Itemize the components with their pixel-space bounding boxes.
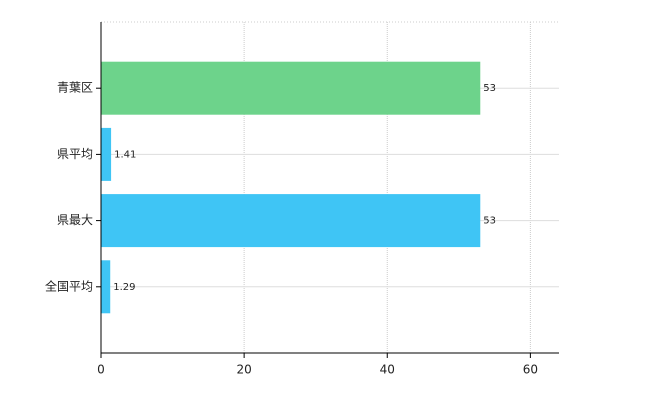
- value-label: 53: [483, 216, 496, 227]
- value-label: 1.29: [113, 282, 135, 293]
- y-tick-label: 全国平均: [45, 278, 93, 293]
- y-tick-label: 県最大: [57, 213, 93, 227]
- bar: [101, 260, 111, 314]
- y-tick-label: 県平均: [57, 147, 93, 161]
- x-tick-label: 60: [523, 363, 538, 377]
- value-label: 53: [483, 83, 496, 94]
- bar: [101, 61, 481, 115]
- x-tick-label: 20: [236, 363, 251, 377]
- x-tick-label: 0: [97, 363, 105, 377]
- value-label: 1.41: [114, 149, 136, 160]
- bar: [101, 194, 481, 248]
- bar: [101, 127, 112, 181]
- y-tick-label: 青葉区: [57, 81, 93, 95]
- x-tick-label: 40: [380, 363, 395, 377]
